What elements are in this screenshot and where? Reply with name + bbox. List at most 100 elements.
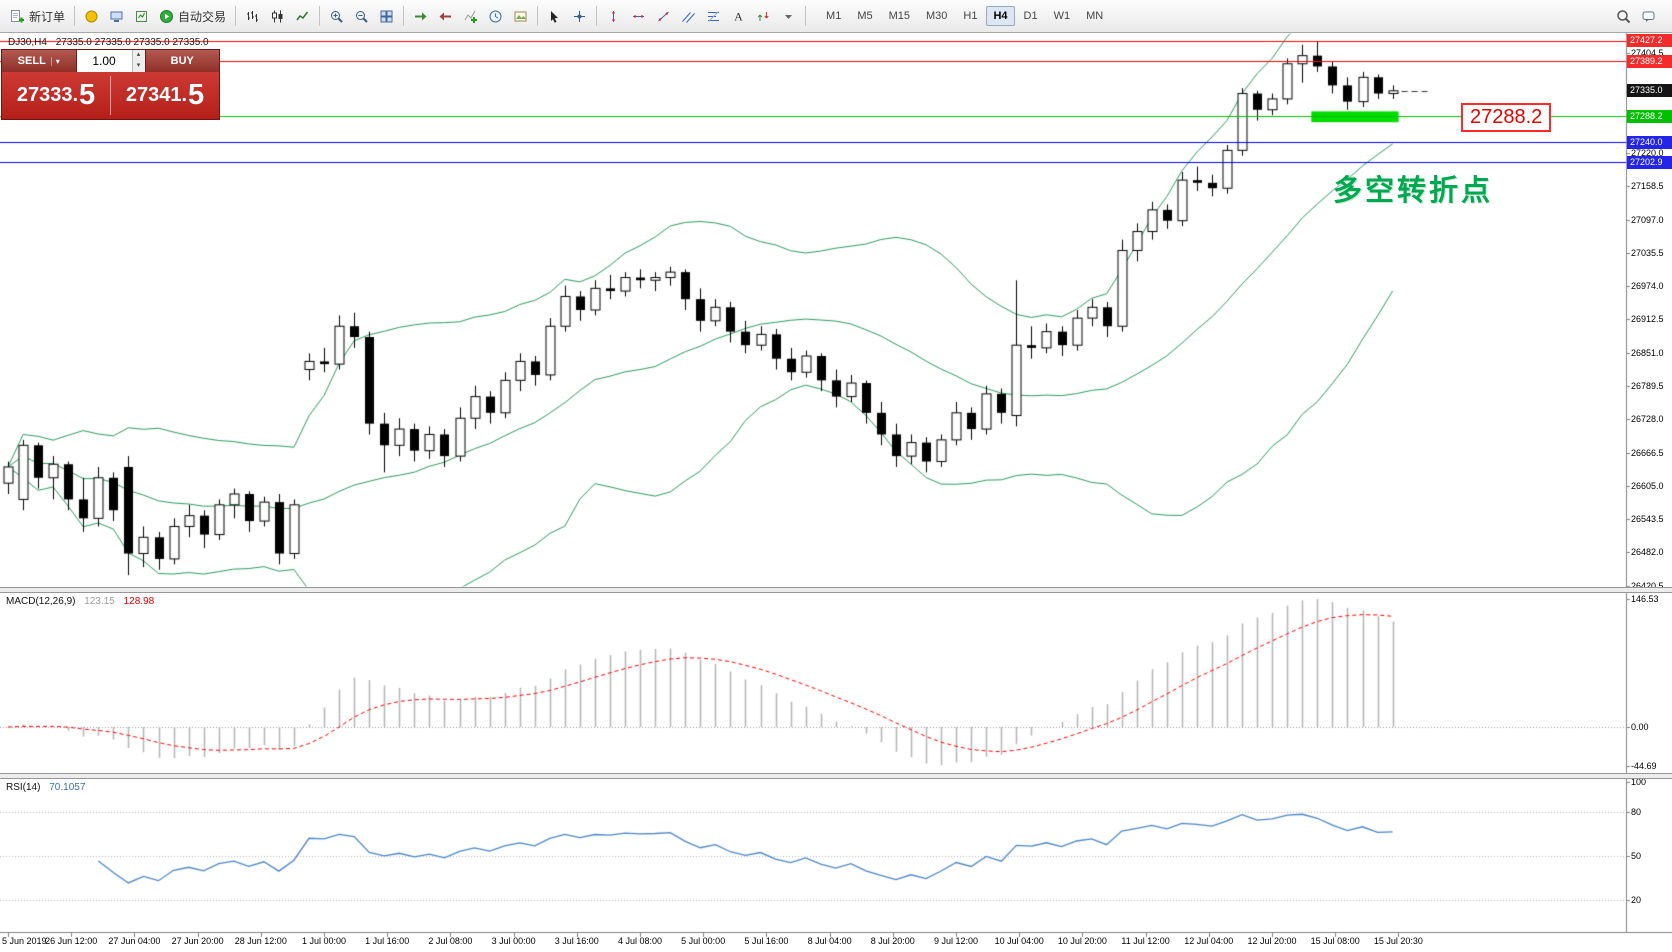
price-axis-tick: 26482.0 [1631, 547, 1664, 558]
auto-scroll-button[interactable] [408, 5, 433, 28]
zoom-out-button[interactable] [349, 5, 374, 28]
chart-shift-button[interactable] [433, 5, 458, 28]
time-axis[interactable]: 5 Jun 2019 26 Jun 12:00 27 Jun 04:00 27 Jun… [0, 933, 1672, 952]
toolbar-separator [319, 6, 321, 26]
tile-windows-button[interactable] [374, 5, 399, 28]
pane-separator[interactable] [0, 587, 1672, 593]
autotrade-button-label: 自动交易 [178, 9, 227, 24]
autotrade-button[interactable]: 自动交易 [154, 4, 231, 29]
crosshair-button[interactable] [567, 5, 592, 28]
candlestick-chart-button[interactable] [265, 5, 290, 28]
price-axis-tick: 27097.0 [1631, 214, 1664, 225]
rsi-axis-tick: 80 [1631, 806, 1642, 817]
price-axis-tick: 26420.5 [1631, 580, 1664, 591]
timeframe-h1-button[interactable]: H1 [963, 10, 978, 22]
indicators-button[interactable] [458, 5, 483, 28]
tester-icon [134, 9, 149, 24]
channel-button[interactable] [676, 5, 701, 28]
line-chart-button[interactable] [290, 5, 315, 28]
price-badge-27240.0: 27240.0 [1627, 135, 1672, 149]
horizontal-line-button[interactable] [626, 5, 651, 28]
strategy-tester-button[interactable] [129, 5, 154, 28]
price-axis[interactable]: 27404.5 27220.0 27158.5 27097.0 27035.5 26974… [1627, 33, 1672, 932]
search-button[interactable] [1611, 5, 1636, 28]
timeframe-w1-button[interactable]: W1 [1053, 10, 1071, 22]
timeframe-group: M1 M5 M15 M30 H1 H4 D1 W1 MN [818, 6, 1111, 26]
zoom-in-button[interactable] [324, 5, 349, 28]
time-axis-tick: 3 Jul 00:00 [491, 936, 536, 946]
rsi-axis-tick: 50 [1631, 851, 1642, 861]
timeframe-d1-button[interactable]: D1 [1023, 10, 1038, 22]
toolbar-separator [235, 6, 237, 26]
trendline-button[interactable] [651, 5, 676, 28]
timeframe-m5-button[interactable]: M5 [857, 10, 873, 22]
chinese-annotation-text[interactable]: 多空转折点 [1333, 175, 1494, 207]
chat-button[interactable] [1636, 5, 1661, 28]
crosshair-icon [572, 9, 587, 24]
shapes-dropdown[interactable] [776, 5, 801, 28]
channel-icon [681, 9, 696, 24]
sell-button-label: SELL [17, 55, 46, 67]
macd-axis-tick: 0.00 [1631, 722, 1649, 732]
buy-price: 27341. [125, 84, 188, 106]
time-axis-tick: 12 Jul 04:00 [1184, 936, 1234, 946]
cursor-button[interactable] [542, 5, 567, 28]
price-axis-tick: 26974.0 [1631, 281, 1664, 292]
time-axis-tick: 5 Jul 00:00 [681, 936, 726, 946]
price-annotation-label[interactable]: 27288.2 [1461, 103, 1552, 132]
sell-dropdown-arrow-icon[interactable]: ▾ [50, 56, 60, 66]
toolbar-separator [537, 6, 539, 26]
zoom-out-icon [354, 9, 369, 24]
cursor-icon [547, 9, 562, 24]
periods-button[interactable] [483, 5, 508, 28]
sell-price-panel[interactable]: 27333. 5 [2, 72, 110, 119]
chart-title: DJ30,H4 27335.0 27335.0 27335.0 27335.0 [8, 37, 209, 48]
vertical-line-button[interactable] [601, 5, 626, 28]
timeframe-m30-button[interactable]: M30 [926, 10, 948, 22]
timeframe-h4-button[interactable]: H4 [986, 6, 1015, 26]
text-icon: A [731, 9, 746, 24]
price-axis-tick: 26789.5 [1631, 381, 1664, 392]
fibonacci-button[interactable] [701, 5, 726, 28]
templates-button[interactable] [508, 5, 533, 28]
zoom-in-icon [329, 9, 344, 24]
pane-separator[interactable] [0, 773, 1672, 779]
buy-button[interactable]: BUY [144, 50, 219, 72]
metaeditor-button[interactable] [79, 5, 104, 28]
price-axis-tick: 27220.0 [1631, 148, 1664, 159]
time-axis-tick: 28 Jun 12:00 [234, 936, 287, 946]
dropdown-icon [781, 9, 796, 24]
trendline-icon [656, 9, 671, 24]
time-axis-tick: 27 Jun 20:00 [171, 936, 224, 946]
bar-chart-button[interactable] [240, 5, 265, 28]
new-order-button[interactable]: 新订单 [5, 4, 70, 29]
sell-button[interactable]: SELL ▾ [2, 50, 77, 72]
time-axis-tick: 2 Jul 08:00 [428, 936, 473, 946]
timeframe-mn-button[interactable]: MN [1086, 10, 1104, 22]
arrows-button[interactable] [751, 5, 776, 28]
terminal-icon [109, 9, 124, 24]
ohlc-values: 27335.0 27335.0 27335.0 27335.0 [55, 37, 209, 48]
timeframe-m1-button[interactable]: M1 [826, 10, 842, 22]
macd-indicator-label: MACD(12,26,9) 123.15 128.98 [6, 596, 154, 607]
toolbar-separator [805, 6, 807, 26]
volume-stepper: ▴ ▾ [131, 50, 145, 72]
time-axis-tick: 4 Jul 08:00 [617, 936, 663, 946]
price-axis-tick: 27035.5 [1631, 247, 1664, 258]
text-button[interactable]: A [726, 5, 751, 28]
hline-icon [631, 9, 646, 24]
rsi-axis-tick: 20 [1631, 895, 1642, 906]
buy-price-pip: 5 [188, 79, 205, 111]
timeframe-m15-button[interactable]: M15 [888, 10, 910, 22]
candlestick-chart-icon [270, 9, 285, 24]
price-axis-tick: 26543.5 [1631, 514, 1664, 525]
bar-chart-icon [245, 9, 260, 24]
terminal-button[interactable] [104, 5, 129, 28]
volume-increase-button[interactable]: ▴ [132, 50, 145, 61]
volume-box: ▴ ▾ [76, 50, 145, 72]
volume-decrease-button[interactable]: ▾ [132, 61, 145, 72]
volume-input[interactable] [76, 50, 132, 72]
time-axis-tick: 5 Jul 16:00 [744, 936, 789, 946]
buy-price-panel[interactable]: 27341. 5 [111, 72, 219, 119]
